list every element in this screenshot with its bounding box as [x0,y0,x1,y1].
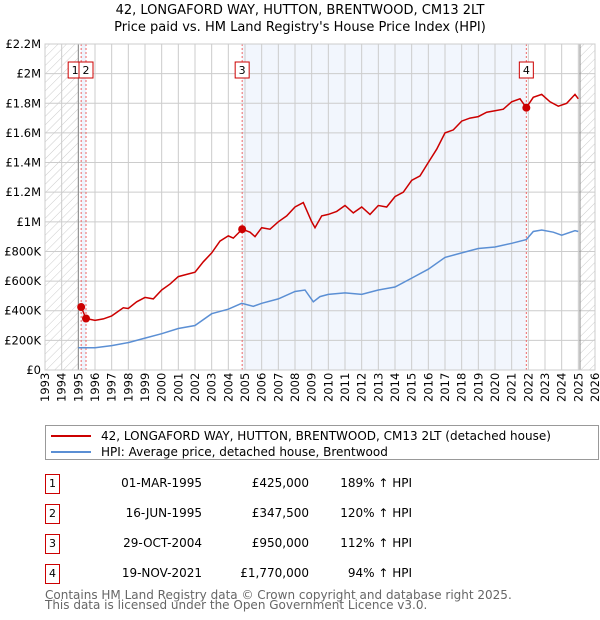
x-tick-label: 1998 [121,373,135,402]
sale-hpi-change: 112% ↑ HPI [340,536,412,550]
legend-label-hpi: HPI: Average price, detached house, Bren… [101,445,388,459]
legend-label-property: 42, LONGAFORD WAY, HUTTON, BRENTWOOD, CM… [101,429,551,443]
sale-number: 2 [45,504,60,524]
sale-date: 01-MAR-1995 [121,476,202,490]
x-tick-label: 2013 [371,373,385,402]
legend: 42, LONGAFORD WAY, HUTTON, BRENTWOOD, CM… [45,425,599,460]
x-tick-label: 2021 [505,373,519,402]
sale-price: £347,500 [251,506,309,520]
x-tick-label: 1995 [71,373,85,402]
x-tick-label: 2004 [221,373,235,402]
chart-subtitle: Price paid vs. HM Land Registry's House … [114,20,486,35]
x-tick-label: 2011 [338,373,352,402]
property-price-line [80,93,579,322]
hpi-line [78,229,579,349]
y-tick-label: £1.2M [5,185,41,199]
sale-4-label: 4 [523,64,530,77]
sale-row: 1 01-MAR-1995 £425,000 189% ↑ HPI [45,474,445,494]
sale-row: 4 19-NOV-2021 £1,770,000 94% ↑ HPI [45,564,445,584]
y-tick-label: £1.6M [5,126,41,140]
sale-number: 4 [45,564,60,584]
x-tick-label: 2000 [155,373,169,402]
sale-4-label-box [518,61,534,79]
plot-border [44,43,596,371]
y-tick-label: £800K [4,244,41,258]
sale-date: 16-JUN-1995 [125,506,202,520]
x-tick-label: 2022 [521,373,535,402]
sale-2-point [82,314,90,323]
price-chart: 1993 1994 1995 1996 1997 1998 1999 2000 2001 2002… [4,37,600,402]
legend-blue-line [51,451,91,453]
y-tick-label: £2M [16,67,41,81]
y-tick-label: £2.2M [5,37,41,51]
sale-number: 3 [45,534,60,554]
sale-3-label: 3 [239,64,246,77]
shade-sales-1-2 [81,44,86,370]
x-tick-label: 2019 [471,373,485,402]
x-tick-label: 2010 [321,373,335,402]
sale-3-point [238,225,247,234]
x-tick-label: 2012 [355,373,369,402]
sale-hpi-change: 94% ↑ HPI [347,566,412,580]
x-tick-label: 1996 [88,373,102,402]
y-tick-label: £1M [16,215,41,229]
sale-3-label-box [234,61,250,79]
sale-hpi-change: 189% ↑ HPI [340,476,412,490]
sale-row: 2 16-JUN-1995 £347,500 120% ↑ HPI [45,504,445,524]
x-tick-label: 2015 [405,373,419,402]
sale-date: 29-OCT-2004 [123,536,202,550]
x-tick-label: 2025 [571,373,585,402]
x-tick-label: 2024 [555,373,569,402]
x-tick-label: 2018 [455,373,469,402]
x-tick-label: 2001 [171,373,185,402]
x-tick-label: 2007 [271,373,285,402]
y-tick-label: £1.8M [5,96,41,110]
y-tick-label: £1.4M [5,156,41,170]
y-tick-label: £400K [4,304,41,318]
hatch-after-data [580,44,595,370]
x-tick-label: 2008 [288,373,302,402]
sale-price: £1,770,000 [240,566,309,580]
sale-hpi-change: 120% ↑ HPI [340,506,412,520]
x-tick-label: 2020 [488,373,502,402]
y-tick-label: £600K [4,274,41,288]
x-tick-label: 2005 [238,373,252,402]
footer-licence: This data is licensed under the Open Gov… [45,598,428,612]
x-tick-label: 2017 [438,373,452,402]
x-tick-label: 2016 [421,373,435,402]
x-tick-label: 1993 [38,373,52,402]
sale-1-label: 1 [72,64,79,77]
sale-row: 3 29-OCT-2004 £950,000 112% ↑ HPI [45,534,445,554]
y-tick-label: £0 [26,363,41,377]
sale-price: £425,000 [251,476,309,490]
sale-2-label: 2 [83,64,90,77]
x-tick-label: 1997 [105,373,119,402]
sale-date: 19-NOV-2021 [121,566,202,580]
y-tick-label: £200K [4,333,41,347]
x-tick-label: 2009 [305,373,319,402]
x-tick-label: 2002 [188,373,202,402]
footer-copyright: Contains HM Land Registry data © Crown c… [45,588,512,602]
sale-2-label-box [78,61,94,79]
chart-title: 42, LONGAFORD WAY, HUTTON, BRENTWOOD, CM… [115,3,485,18]
legend-red-line [51,435,91,437]
sale-number: 1 [45,474,60,494]
sale-price: £950,000 [251,536,309,550]
x-tick-label: 1994 [55,373,69,402]
x-tick-label: 1999 [138,373,152,402]
x-tick-label: 2003 [205,373,219,402]
x-tick-label: 2026 [588,373,600,402]
x-tick-label: 2006 [255,373,269,402]
x-tick-label: 2023 [538,373,552,402]
x-tick-label: 2014 [388,373,402,402]
sale-4-point [522,103,531,112]
sale-1-point [77,303,86,312]
